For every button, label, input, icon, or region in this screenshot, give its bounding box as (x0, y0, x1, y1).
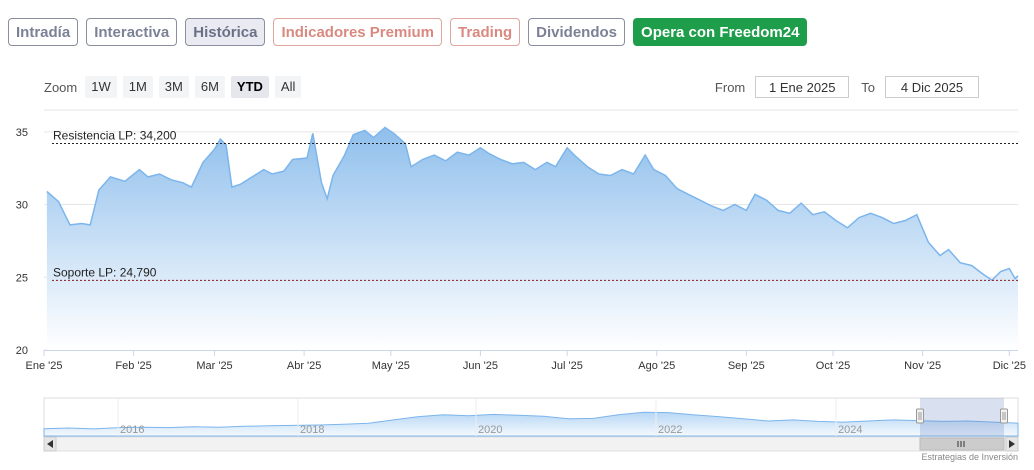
zoom-button-ytd[interactable]: YTD (230, 76, 269, 98)
chart-credits: Estrategias de Inversión (921, 452, 1018, 462)
zoom-buttons: 1W 1M 3M 6M YTD All (85, 76, 307, 98)
x-tick-label: Jun '25 (463, 360, 498, 372)
x-tick-label: Feb '25 (115, 360, 151, 372)
y-tick-label: 35 (16, 127, 28, 139)
navigator: 2016 2018 2020 2022 2024 (43, 397, 1019, 452)
zoom-button-6m[interactable]: 6M (194, 76, 225, 98)
y-axis-ticks: 20 25 30 35 (16, 127, 28, 357)
scrollbar-track[interactable] (43, 436, 1019, 452)
tab-hist-rica[interactable]: Histórica (185, 18, 266, 46)
tab-opera-con-freedom24[interactable]: Opera con Freedom24 (633, 18, 808, 46)
zoom-toolbar: Zoom 1W 1M 3M 6M YTD All (44, 76, 307, 98)
x-tick-label: Jul '25 (551, 360, 582, 372)
tab-trading[interactable]: Trading (450, 18, 521, 46)
navigator-year-label: 2024 (838, 424, 862, 436)
tab-indicadores-premium[interactable]: Indicadores Premium (273, 18, 442, 46)
x-tick-label: Ago '25 (638, 360, 675, 372)
x-tick-label: May '25 (372, 360, 410, 372)
support-label: Soporte LP: 24,790 (53, 265, 157, 279)
arrow-left-icon (47, 440, 53, 448)
from-date-input[interactable] (755, 76, 850, 98)
x-tick-label: Oct '25 (816, 360, 851, 372)
tab-dividendos[interactable]: Dividendos (528, 18, 626, 46)
y-tick-label: 30 (16, 200, 28, 212)
navigator-selection[interactable] (920, 398, 1004, 436)
y-tick-label: 25 (16, 272, 28, 284)
date-range-selector: From To (715, 76, 979, 98)
arrow-right-icon (1009, 440, 1015, 448)
zoom-label: Zoom (44, 79, 78, 95)
zoom-button-1m[interactable]: 1M (122, 76, 153, 98)
level-annotations: Resistencia LP: 34,200 Soporte LP: 24,790 (52, 128, 1018, 281)
zoom-button-3m[interactable]: 3M (158, 76, 189, 98)
x-tick-label: Abr '25 (287, 360, 322, 372)
tab-intrad-a[interactable]: Intradía (8, 18, 79, 46)
from-label: From (714, 79, 746, 95)
y-tick-label: 20 (16, 345, 28, 357)
navigator-year-label: 2018 (300, 424, 324, 436)
to-label: To (861, 79, 875, 95)
zoom-button-all[interactable]: All (274, 76, 302, 98)
tab-interactiva[interactable]: Interactiva (86, 18, 178, 46)
price-chart: 20 25 30 35 Resistencia LP: 34,200 Soporte L… (16, 109, 1026, 452)
navigator-handle-right[interactable] (1000, 408, 1008, 424)
resistance-label: Resistencia LP: 34,200 (53, 128, 177, 142)
x-axis-ticks: Ene '25 Feb '25 Mar '25 Abr '25 May '25 Jun '… (26, 350, 1026, 372)
x-tick-label: Nov '25 (904, 360, 941, 372)
navigator-year-label: 2016 (120, 424, 144, 436)
x-tick-label: Mar '25 (196, 360, 232, 372)
navigator-year-label: 2020 (478, 424, 502, 436)
price-area (46, 127, 1018, 350)
scrollbar-thumb[interactable] (919, 437, 1005, 451)
price-line (46, 126, 1019, 282)
navigator-series (43, 411, 1019, 437)
to-date-input[interactable] (885, 76, 979, 98)
x-tick-label: Sep '25 (728, 360, 765, 372)
navigator-year-label: 2022 (658, 424, 682, 436)
navigator-handle-left[interactable] (916, 408, 924, 424)
x-tick-label: Dic '25 (993, 360, 1026, 372)
x-tick-label: Ene '25 (26, 360, 63, 372)
chart-tabs: Intradía Interactiva Histórica Indicadores … (8, 18, 808, 48)
zoom-button-1w[interactable]: 1W (85, 76, 117, 98)
